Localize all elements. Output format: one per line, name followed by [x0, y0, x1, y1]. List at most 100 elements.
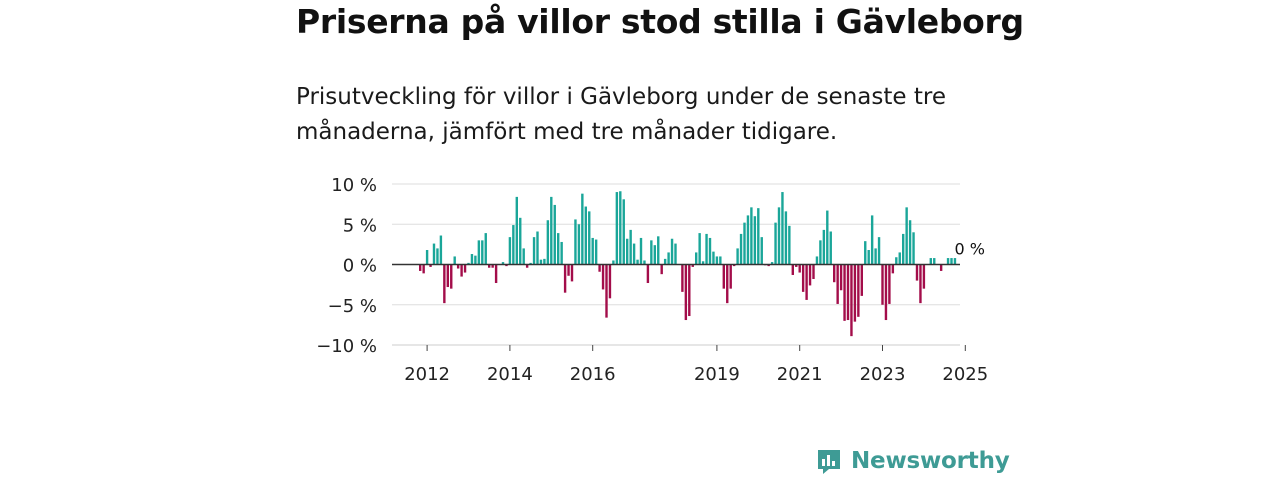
bar	[867, 250, 870, 265]
x-tick-label: 2021	[777, 364, 823, 385]
bar	[484, 233, 487, 265]
bar	[663, 258, 667, 265]
bar	[557, 233, 560, 265]
bar	[608, 264, 612, 299]
bar	[726, 264, 729, 304]
x-tick-label: 2014	[487, 364, 533, 385]
bar	[757, 208, 760, 265]
bar	[456, 264, 460, 269]
bar	[902, 233, 905, 265]
bar	[488, 264, 491, 268]
y-tick-label: 5 %	[343, 215, 377, 236]
bar	[477, 240, 481, 265]
bar	[639, 237, 643, 265]
bar	[698, 233, 701, 265]
bar	[767, 264, 770, 267]
bar	[553, 204, 556, 265]
bar	[508, 237, 512, 265]
bar	[560, 241, 563, 265]
x-tick-label: 2012	[404, 364, 450, 385]
bar	[632, 243, 636, 265]
bar	[729, 264, 732, 289]
bar	[525, 264, 529, 268]
bar	[891, 264, 895, 274]
bar	[781, 192, 784, 265]
bar	[470, 254, 474, 265]
bar	[888, 264, 891, 304]
bar	[701, 261, 705, 265]
bar	[543, 258, 546, 265]
bar	[708, 237, 712, 265]
x-axis: 2012 2014 2016 2019 2021 2023 2025	[392, 344, 988, 385]
bars	[419, 191, 957, 337]
x-tick-label: 2025	[942, 364, 988, 385]
bar	[532, 237, 536, 265]
bar	[491, 264, 494, 268]
bar	[739, 233, 743, 265]
bar	[570, 264, 574, 282]
bar	[563, 264, 567, 293]
bar	[619, 191, 622, 265]
y-tick-label: 10 %	[331, 175, 377, 196]
bar	[519, 217, 522, 265]
chart-subtitle: Prisutveckling för villor i Gävleborg un…	[296, 84, 946, 145]
bar	[915, 264, 919, 281]
bar	[743, 222, 746, 265]
bar	[646, 264, 650, 284]
bar	[522, 248, 525, 265]
bar	[705, 233, 708, 265]
bar	[446, 264, 449, 288]
bar	[432, 243, 436, 265]
bar	[715, 256, 719, 265]
newsworthy-logo: Newsworthy	[815, 446, 1010, 476]
bar	[864, 241, 867, 265]
bar	[712, 251, 715, 265]
bar	[760, 237, 763, 265]
bar	[615, 192, 619, 265]
bar	[601, 264, 605, 290]
bar	[853, 264, 857, 322]
bar	[805, 264, 808, 300]
bar	[481, 240, 484, 265]
bar	[884, 264, 888, 321]
bar	[784, 211, 788, 265]
bar	[622, 199, 625, 265]
bar	[746, 215, 750, 265]
bar	[908, 220, 912, 265]
bar	[808, 264, 812, 286]
bar	[870, 215, 874, 265]
bar	[750, 207, 753, 265]
bar	[588, 211, 591, 265]
bar	[515, 196, 518, 265]
bar	[719, 256, 722, 265]
bar	[857, 264, 860, 317]
bar	[815, 256, 819, 265]
bar	[770, 262, 774, 265]
chart-title: Priserna på villor stod stilla i Gävlebo…	[296, 2, 1024, 41]
bar	[839, 264, 843, 291]
bar	[667, 252, 670, 265]
bar	[453, 256, 456, 265]
bar	[732, 264, 736, 267]
bar	[895, 257, 898, 265]
bar	[929, 258, 932, 265]
bar	[912, 232, 915, 265]
bar	[605, 264, 608, 318]
bar	[753, 216, 757, 265]
bar	[953, 258, 957, 265]
bar	[653, 245, 656, 265]
bar	[505, 264, 508, 267]
bar	[681, 264, 684, 292]
bar	[777, 207, 781, 265]
bar	[922, 264, 926, 289]
bar	[688, 264, 691, 317]
bar	[939, 264, 943, 271]
y-axis-labels: 10 % 5 % 0 % −5 % −10 %	[316, 175, 377, 357]
bar	[801, 264, 805, 292]
bar	[898, 252, 901, 265]
x-tick-label: 2019	[694, 364, 740, 385]
bar	[626, 238, 629, 265]
bar	[550, 196, 553, 265]
bar	[695, 252, 698, 265]
bar	[674, 243, 677, 265]
